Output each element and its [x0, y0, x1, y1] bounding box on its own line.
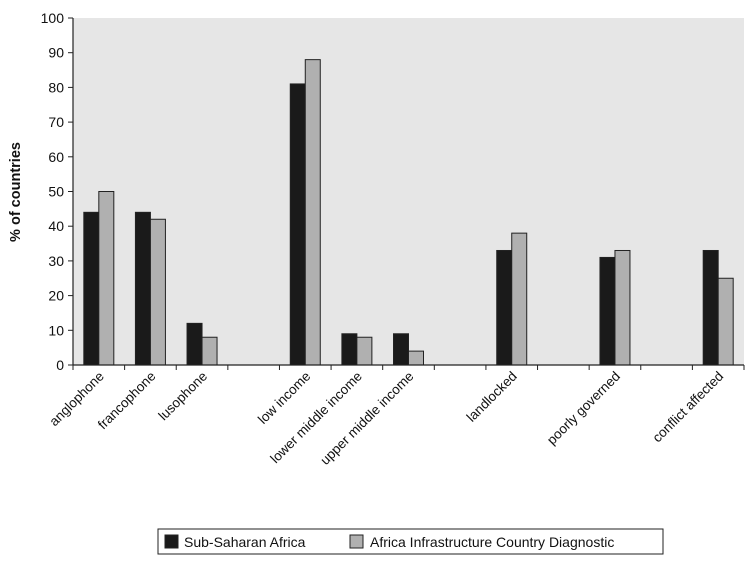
legend-label-sub-saharan-africa: Sub-Saharan Africa — [184, 534, 306, 550]
bar-sub-saharan-africa-conflict-affected — [702, 249, 719, 366]
bar-sub-saharan-africa-poorly-governed — [599, 256, 616, 366]
bar-sub-saharan-africa-landlocked — [496, 249, 513, 366]
axes-group — [68, 17, 745, 370]
legend-box — [157, 528, 664, 555]
bar-africa-infrastructure-country-diagnostic-poorly-governed — [614, 249, 631, 366]
bar-sub-saharan-africa-anglophone — [83, 211, 100, 366]
y-tick-labels: 0 10 20 30 40 50 60 70 80 90 100 — [41, 10, 65, 373]
x-label-lusophone: lusophone — [155, 369, 210, 424]
bar-africa-infrastructure-country-diagnostic-anglophone — [98, 191, 115, 366]
x-label-conflict-affected: conflict affected — [650, 369, 727, 446]
legend: Sub-Saharan Africa Africa Infrastructure… — [157, 528, 664, 555]
y-tick-label-50: 50 — [48, 184, 64, 200]
bar-sub-saharan-africa-upper-middle-income — [393, 333, 409, 366]
bar-sub-saharan-africa-low-income — [289, 83, 306, 366]
y-tick-label-10: 10 — [48, 322, 64, 338]
bar-sub-saharan-africa-lusophone — [186, 322, 203, 366]
bar-africa-infrastructure-country-diagnostic-francophone — [149, 218, 166, 366]
bar-africa-infrastructure-country-diagnostic-upper-middle-income — [408, 350, 424, 366]
x-label-lower-middle-income: lower middle income — [267, 369, 365, 467]
bars-group — [83, 59, 734, 366]
bar-sub-saharan-africa-francophone — [134, 211, 151, 366]
y-tick-label-70: 70 — [48, 114, 64, 130]
x-label-poorly-governed: poorly governed — [544, 369, 623, 448]
legend-swatch-sub-saharan-africa — [164, 534, 179, 549]
y-axis-title: % of countries — [8, 142, 24, 242]
y-tick-label-90: 90 — [48, 45, 64, 61]
y-tick-label-20: 20 — [48, 288, 64, 304]
legend-label-aicd: Africa Infrastructure Country Diagnostic — [370, 534, 614, 550]
bar-africa-infrastructure-country-diagnostic-landlocked — [511, 232, 528, 366]
y-tick-label-40: 40 — [48, 218, 64, 234]
y-tick-label-0: 0 — [56, 357, 64, 373]
x-label-landlocked: landlocked — [464, 369, 520, 425]
y-tick-label-30: 30 — [48, 253, 64, 269]
bar-sub-saharan-africa-lower-middle-income — [341, 333, 358, 366]
bar-africa-infrastructure-country-diagnostic-lower-middle-income — [356, 336, 373, 366]
plot-area — [73, 18, 744, 365]
y-tick-label-60: 60 — [48, 149, 64, 165]
bar-africa-infrastructure-country-diagnostic-lusophone — [201, 336, 218, 366]
y-tick-label-80: 80 — [48, 79, 64, 95]
x-label-upper-middle-income: upper middle income — [317, 369, 416, 468]
y-tick-label-100: 100 — [41, 10, 65, 26]
legend-swatch-aicd — [349, 534, 364, 549]
bar-africa-infrastructure-country-diagnostic-low-income — [304, 59, 321, 366]
bar-africa-infrastructure-country-diagnostic-conflict-affected — [717, 277, 734, 366]
